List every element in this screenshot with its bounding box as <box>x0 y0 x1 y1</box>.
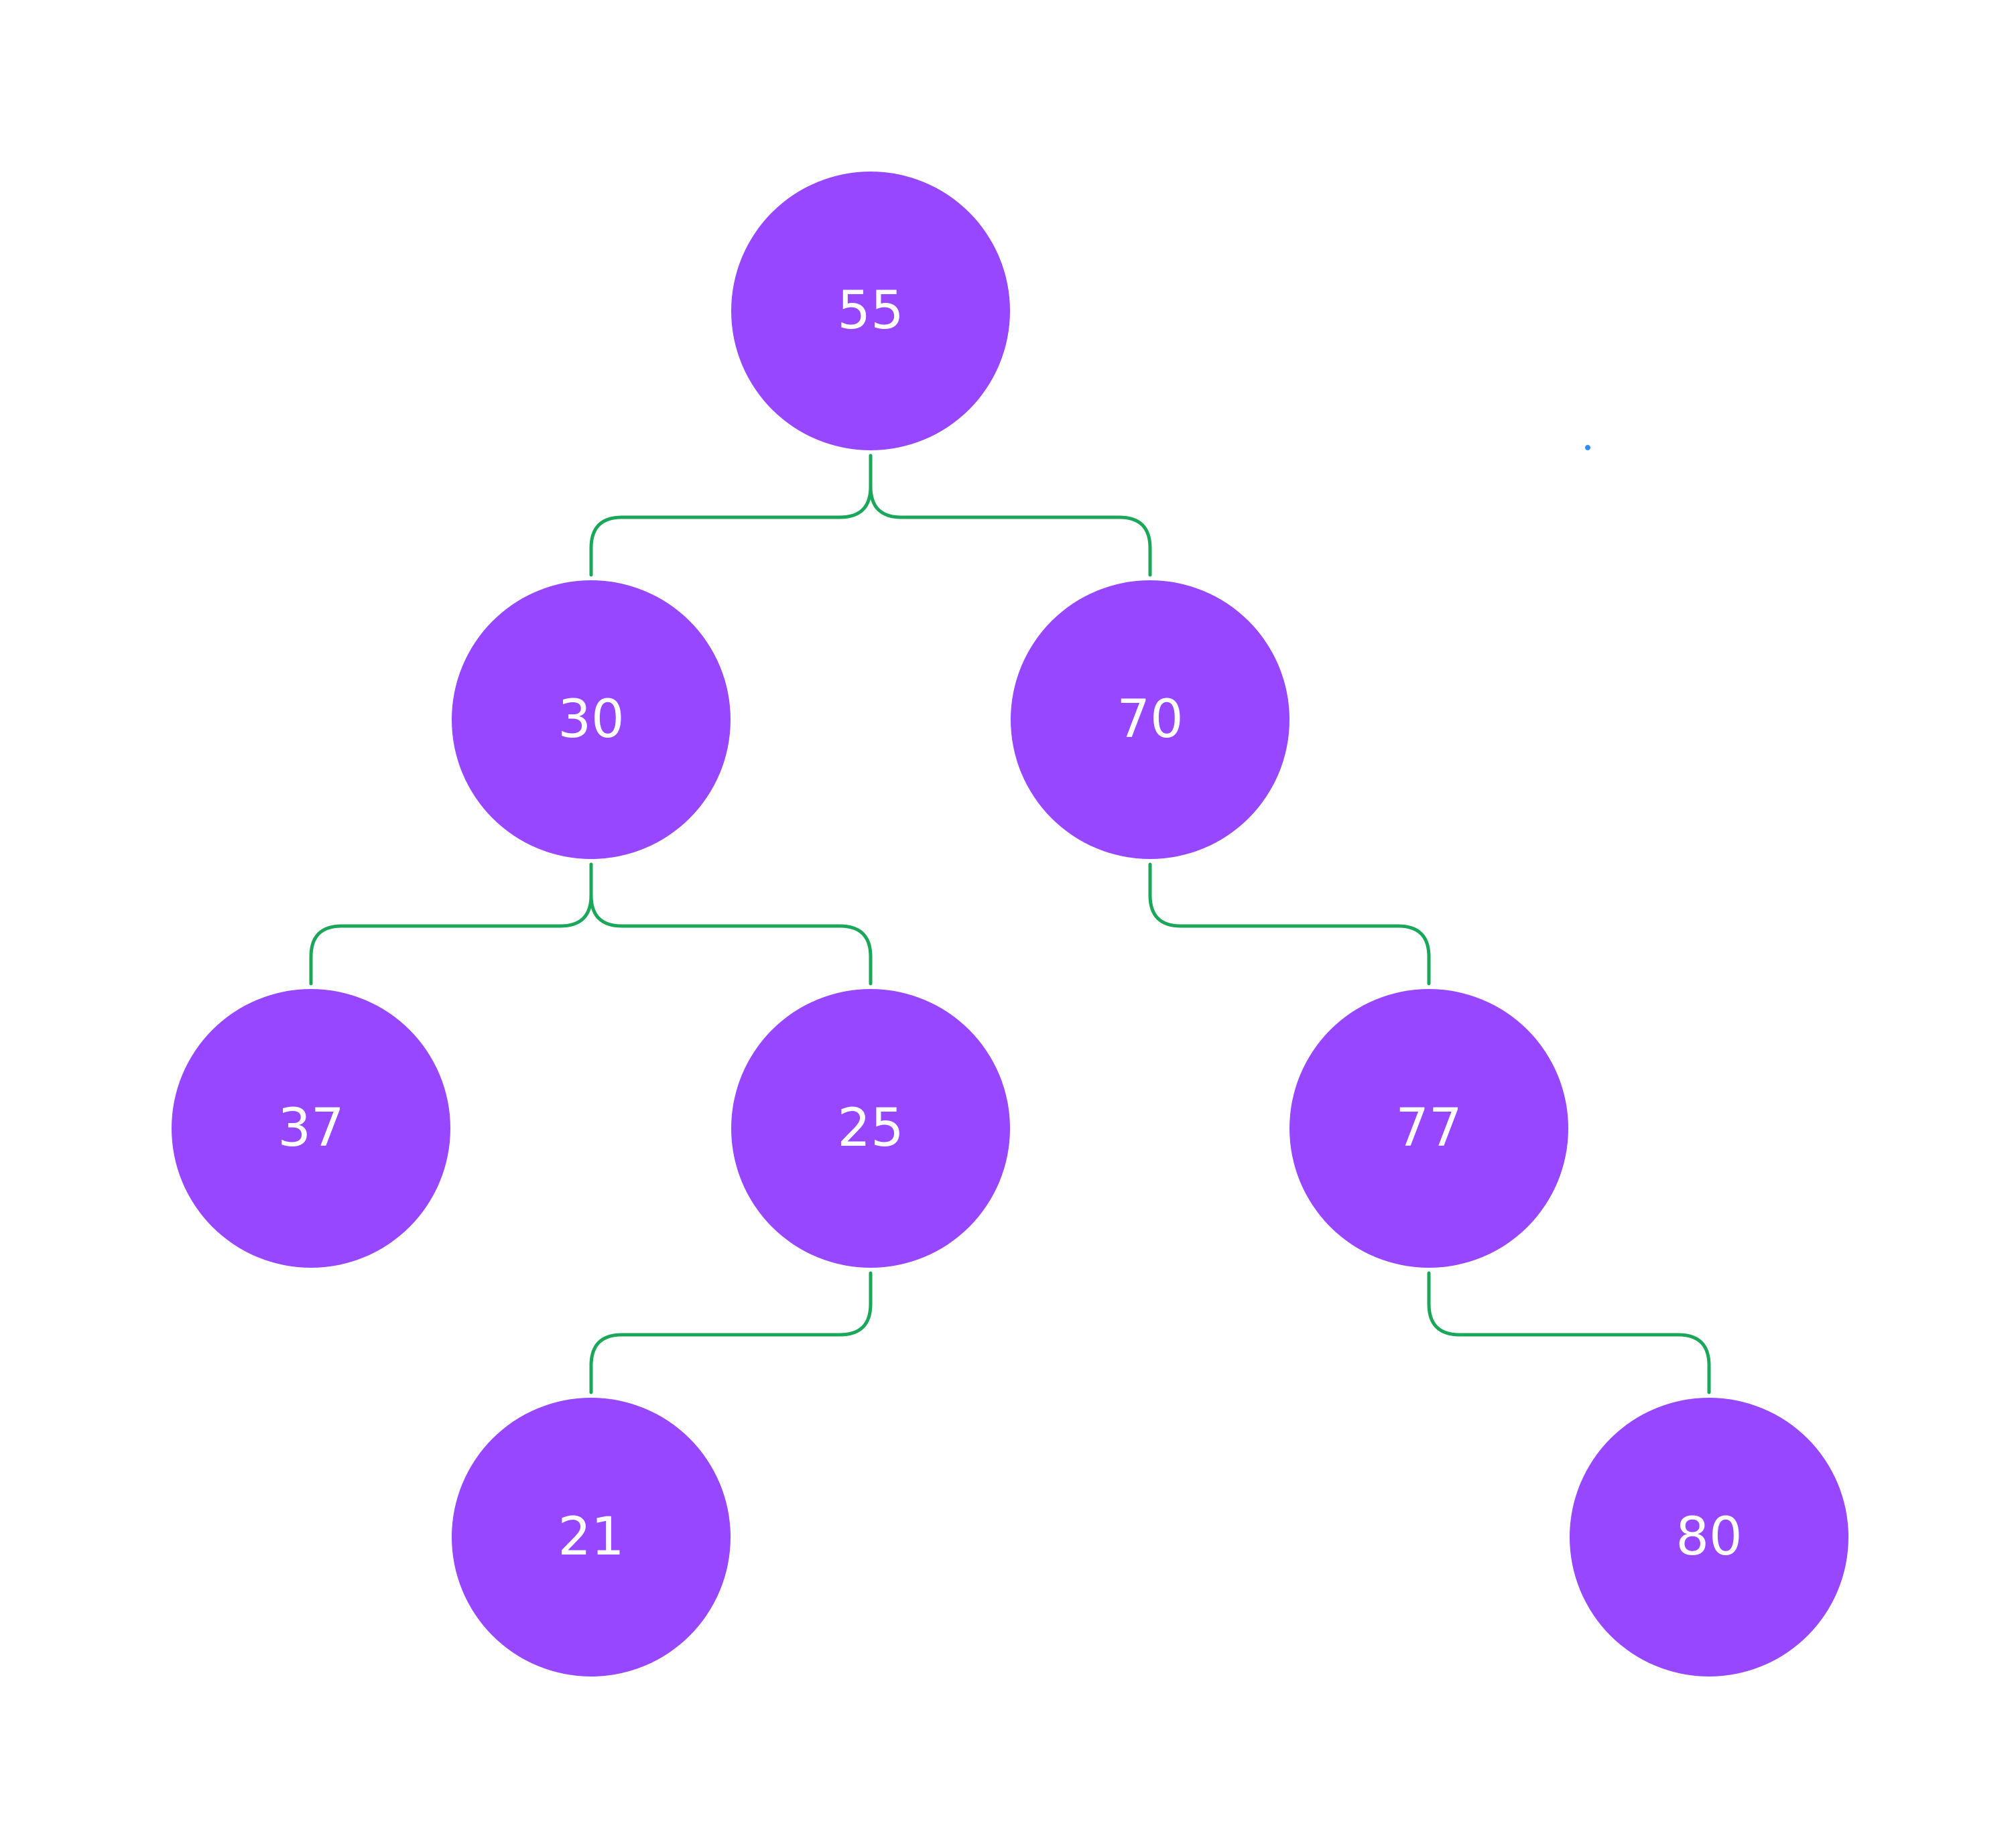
node-label: 77 <box>1395 1098 1462 1159</box>
edge-n70-n77 <box>1148 862 1431 986</box>
tree-node-25: 25 <box>731 989 1010 1268</box>
node-label: 37 <box>277 1098 344 1159</box>
tree-node-30: 30 <box>452 580 731 859</box>
stray-dot <box>1585 445 1590 450</box>
edge-n30-n37 <box>309 862 593 986</box>
node-circle <box>731 989 1010 1268</box>
tree-node-80: 80 <box>1570 1398 1848 1676</box>
node-circle <box>731 172 1010 450</box>
node-label: 80 <box>1676 1507 1742 1567</box>
edge-n55-n70 <box>869 454 1152 577</box>
node-circle <box>452 580 731 859</box>
node-label: 25 <box>837 1098 903 1159</box>
node-circle <box>172 989 450 1268</box>
node-label: 70 <box>1117 689 1183 750</box>
tree-node-55: 55 <box>731 172 1010 450</box>
node-circle <box>1570 1398 1848 1676</box>
edge-n25-n21 <box>589 1271 873 1394</box>
node-label: 30 <box>558 689 624 750</box>
node-circle <box>1289 989 1568 1268</box>
tree-node-21: 21 <box>452 1398 731 1676</box>
node-circle <box>1011 580 1289 859</box>
edges-layer <box>309 454 1711 1394</box>
edge-n55-n30 <box>589 454 873 577</box>
edge-n77-n80 <box>1427 1271 1711 1394</box>
nodes-layer: 55 30 70 37 25 77 21 80 <box>172 172 1848 1676</box>
tree-node-70: 70 <box>1011 580 1289 859</box>
tree-node-37: 37 <box>172 989 450 1268</box>
node-circle <box>452 1398 731 1676</box>
edge-n30-n25 <box>589 862 873 986</box>
tree-node-77: 77 <box>1289 989 1568 1268</box>
node-label: 21 <box>558 1507 624 1567</box>
node-label: 55 <box>837 281 903 341</box>
